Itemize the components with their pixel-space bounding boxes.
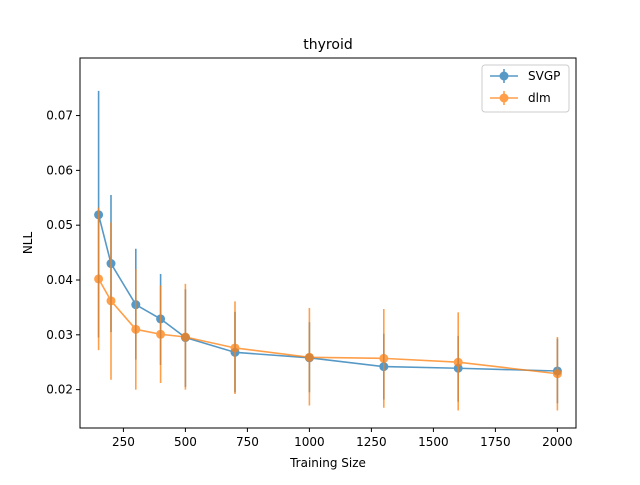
- x-tick-label: 750: [236, 435, 259, 449]
- series-dlm: [94, 207, 562, 411]
- data-point: [552, 369, 562, 379]
- series-line: [97, 214, 558, 372]
- x-tick-label: 2000: [542, 435, 573, 449]
- x-tick-label: 1750: [480, 435, 511, 449]
- data-point: [131, 324, 141, 334]
- chart-title: thyroid: [303, 37, 352, 53]
- x-tick-label: 1500: [418, 435, 449, 449]
- data-point: [230, 343, 240, 353]
- legend-marker: [499, 71, 509, 81]
- y-tick-label: 0.06: [46, 163, 73, 177]
- axes-frame: [79, 57, 577, 429]
- y-tick-label: 0.03: [46, 328, 73, 342]
- x-tick-label: 250: [112, 435, 135, 449]
- x-tick-label: 1250: [356, 435, 387, 449]
- y-tick-label: 0.05: [46, 218, 73, 232]
- y-axis-ticks: 0.02 0.03 0.04 0.05 0.06 0.07: [46, 109, 80, 397]
- data-point: [379, 353, 389, 363]
- data-point: [156, 329, 166, 339]
- data-point: [180, 332, 190, 342]
- series-SVGP: [94, 90, 562, 404]
- x-tick-label: 500: [174, 435, 197, 449]
- data-point: [106, 296, 116, 306]
- y-axis-label: NLL: [21, 232, 35, 255]
- legend-label: dlm: [528, 91, 551, 105]
- y-tick-label: 0.02: [46, 383, 73, 397]
- y-tick-label: 0.07: [46, 109, 73, 123]
- y-tick-label: 0.04: [46, 273, 73, 287]
- x-axis-label: Training Size: [289, 456, 366, 470]
- legend-entry-dlm: [490, 91, 518, 105]
- legend: SVGP dlm: [481, 64, 570, 113]
- legend-marker: [499, 93, 509, 103]
- legend-label: SVGP: [528, 69, 560, 83]
- x-tick-label: 1000: [294, 435, 325, 449]
- plot-area: [94, 90, 562, 411]
- series-line: [97, 278, 558, 375]
- legend-entry-SVGP: [490, 69, 518, 83]
- data-point: [304, 352, 314, 362]
- data-point: [453, 357, 463, 367]
- x-axis-ticks: 250 500 750 1000 1250 1500 1750 2000: [112, 428, 573, 449]
- data-point: [94, 274, 104, 284]
